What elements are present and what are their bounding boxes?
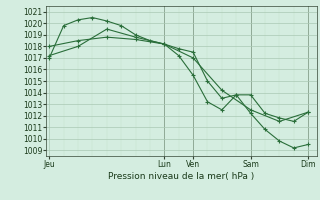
X-axis label: Pression niveau de la mer( hPa ): Pression niveau de la mer( hPa ) — [108, 172, 255, 181]
